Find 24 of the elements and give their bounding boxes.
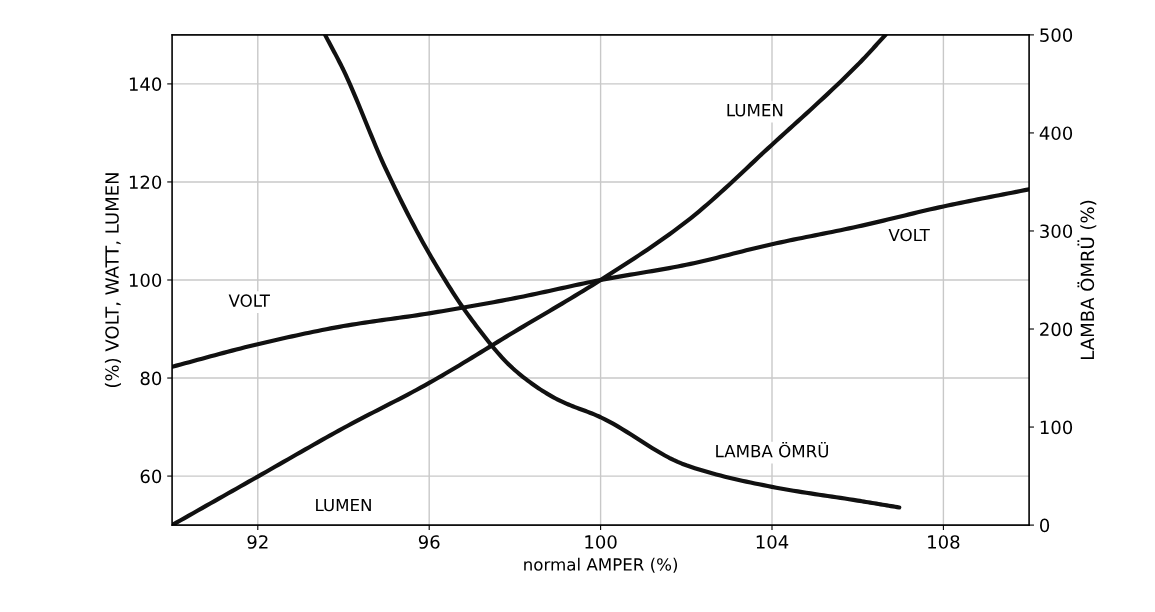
y2-tick-label: 200	[1040, 322, 1073, 337]
y2-tick-label: 100	[1040, 420, 1073, 435]
y-tick-label: 100	[129, 273, 162, 288]
series-label: VOLT	[888, 228, 930, 242]
y2-tick-label: 500	[1040, 28, 1073, 42]
y2-tick-label: 0	[1040, 518, 1050, 533]
x-tick-label: 108	[928, 535, 960, 549]
y-tick-label: 140	[129, 77, 162, 92]
y-tick-label: 60	[140, 469, 162, 484]
text: VOLT	[228, 294, 270, 307]
text: LUMEN	[316, 498, 371, 512]
x-axis-title: normal AMPER (%)	[524, 557, 678, 573]
x-tick-label: 104	[756, 535, 789, 549]
y-axis-title: (%) VOLT, WATT, LUMEN	[104, 173, 121, 388]
series-label: LAMBA ÖMRÜ	[716, 441, 828, 458]
x-tick-label: 96	[418, 535, 440, 549]
y2-axis-title: LAMBA ÖMRÜ (%)	[1077, 200, 1097, 359]
y2-tick-label: 300	[1040, 224, 1073, 239]
x-tick-label: 100	[585, 535, 617, 549]
series-label: LUMEN	[727, 104, 783, 117]
y2-tick-label: 400	[1039, 126, 1073, 141]
y-tick-label: 120	[129, 175, 162, 190]
y-tick-label: 80	[140, 371, 162, 386]
x-tick-label: 92	[247, 535, 268, 549]
